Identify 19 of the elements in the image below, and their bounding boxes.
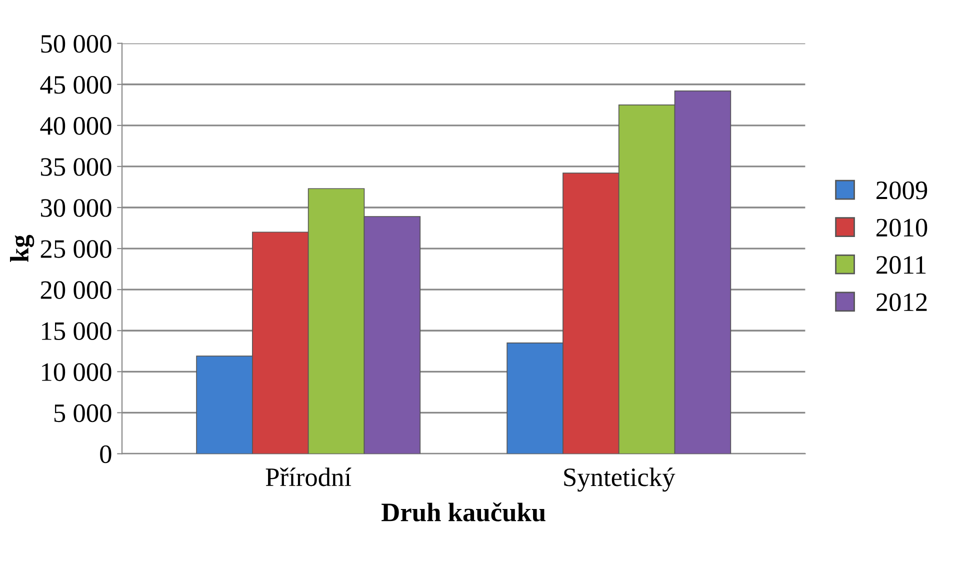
legend-label: 2009 xyxy=(876,181,928,200)
y-axis-title: kg xyxy=(10,234,34,262)
y-tick-label: 0 xyxy=(100,445,112,464)
legend-label: 2011 xyxy=(876,256,926,274)
y-tick-label: 35 000 xyxy=(40,158,112,176)
x-tick-label: Syntetický xyxy=(564,468,676,492)
y-tick-label: 10 000 xyxy=(42,363,112,382)
y-tick-label: 15 000 xyxy=(42,322,112,340)
legend-label: 2012 xyxy=(876,293,927,312)
y-tick-label: 25 000 xyxy=(40,240,112,258)
y-tick-label: 5 000 xyxy=(54,404,112,422)
y-tick-label: 20 000 xyxy=(40,281,112,299)
legend-label: 2010 xyxy=(876,218,928,237)
y-tick-label: 50 000 xyxy=(41,34,112,53)
x-tick-label: Přírodní xyxy=(266,468,352,486)
y-tick-label: 30 000 xyxy=(40,199,112,217)
y-tick-label: 40 000 xyxy=(40,117,112,135)
x-axis-title: Druh kaučuku xyxy=(382,502,546,522)
y-tick-label: 45 000 xyxy=(40,76,112,94)
